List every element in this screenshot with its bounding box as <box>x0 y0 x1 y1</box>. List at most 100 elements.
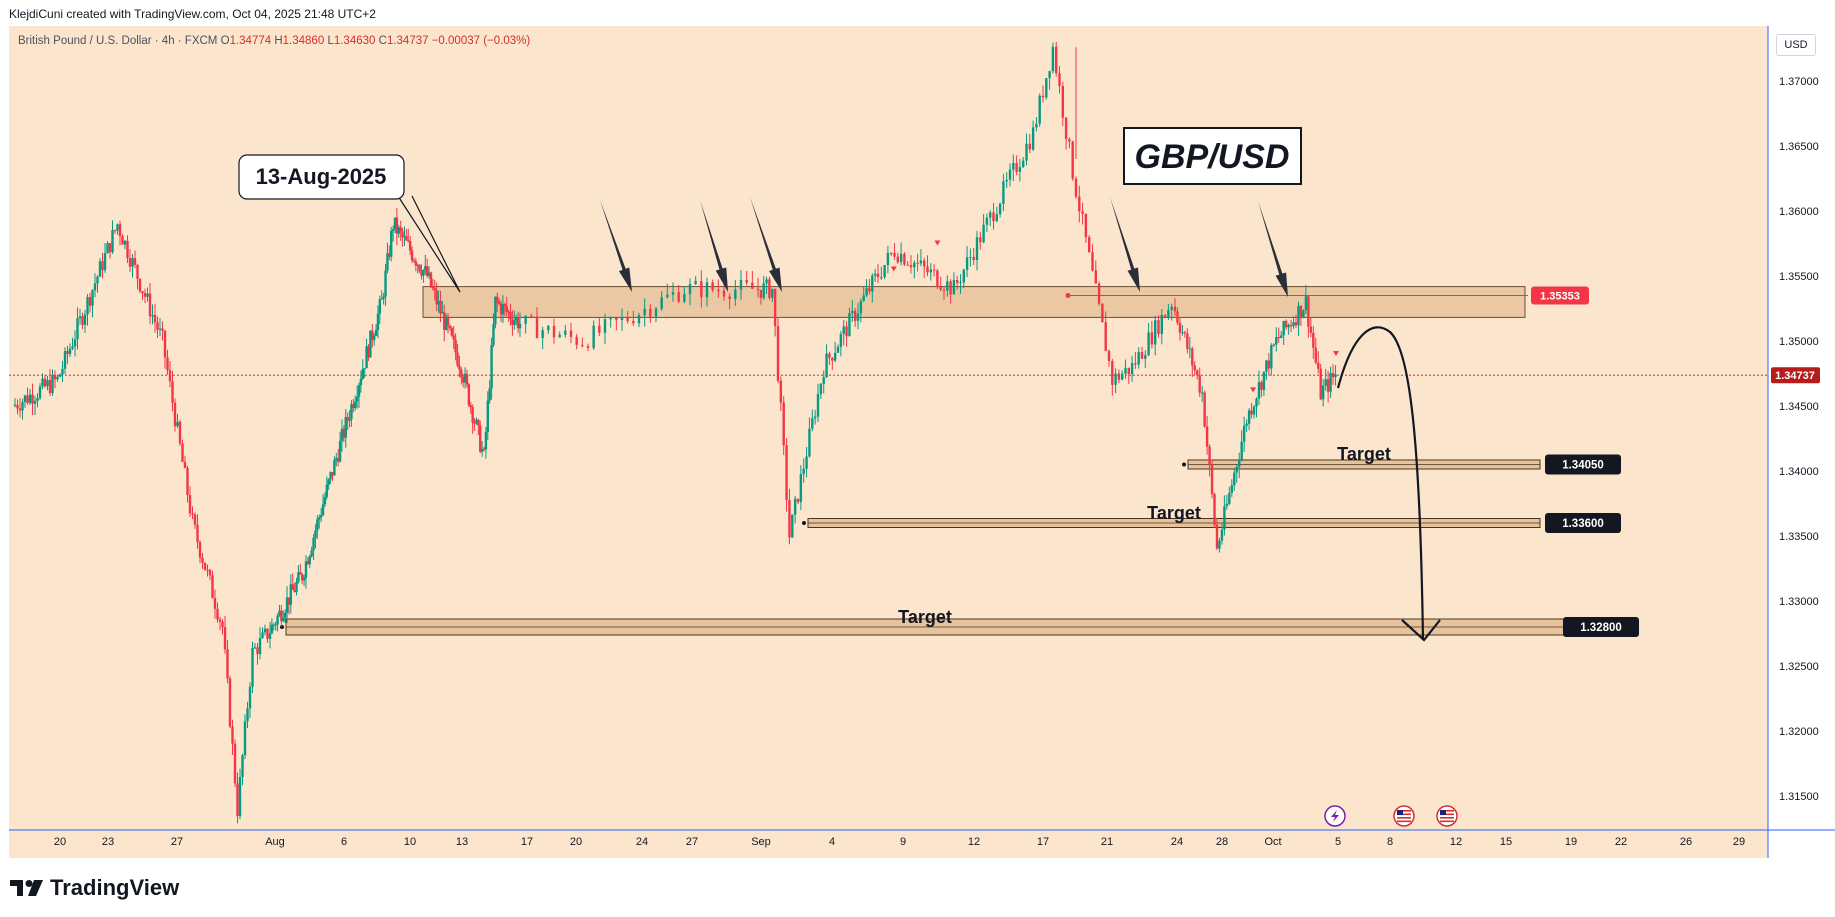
lightning-icon[interactable] <box>1324 805 1346 827</box>
candle-body <box>38 386 42 399</box>
candle-body <box>258 637 262 654</box>
candle-body <box>805 456 808 469</box>
candle-body <box>454 339 457 353</box>
candle-body <box>1250 410 1253 415</box>
candle-body <box>357 385 361 397</box>
candle-body <box>839 334 843 347</box>
candle-body <box>926 266 929 273</box>
candle-body <box>1071 141 1074 179</box>
candle-body <box>193 514 197 525</box>
candle-body <box>1147 332 1150 356</box>
us-flag-icon[interactable] <box>1436 805 1458 827</box>
title-box[interactable]: GBP/USD <box>1123 127 1302 185</box>
candle-body <box>361 369 365 379</box>
tradingview-logo-text: TradingView <box>50 875 180 900</box>
candle-body <box>1084 213 1088 238</box>
candle-body <box>376 313 380 330</box>
lightning-icon-glyph <box>1331 810 1339 822</box>
candle-body <box>446 316 450 326</box>
candle-body <box>108 243 112 253</box>
us-flag-icon[interactable] <box>1393 805 1415 827</box>
candle-body <box>300 574 304 581</box>
tradingview-logo[interactable]: TradingView <box>10 875 179 901</box>
candle-body <box>488 388 491 401</box>
candle-body <box>923 260 926 267</box>
candle-body <box>503 304 507 307</box>
candle-body <box>998 203 1002 215</box>
candle-body <box>959 282 962 284</box>
target-zone-2-dot <box>802 521 806 525</box>
candle-body <box>1324 379 1327 386</box>
candle-body <box>965 257 969 270</box>
candle-body <box>492 324 495 346</box>
candle-body <box>393 217 397 230</box>
candle-body <box>344 417 347 438</box>
candle-body <box>425 266 429 276</box>
candle-body <box>717 289 720 291</box>
x-tick-label: 6 <box>341 836 347 848</box>
candle-body <box>793 498 797 515</box>
candle-body <box>507 311 510 313</box>
resistance-zone[interactable] <box>422 286 1526 318</box>
candle-body <box>745 279 748 283</box>
resistance-price-label: 1.35353 <box>1540 291 1580 303</box>
candle-body <box>1304 296 1308 311</box>
time-axis-panel[interactable] <box>9 830 1768 858</box>
candle-body <box>739 279 743 290</box>
candle-body <box>196 524 199 543</box>
resistance-arrow <box>750 197 782 292</box>
candle-body <box>1064 117 1068 140</box>
x-tick-label: 29 <box>1733 836 1745 848</box>
candle-body <box>992 212 995 222</box>
candle-body <box>929 269 932 273</box>
candle-body <box>241 755 244 777</box>
y-tick-label: 1.32500 <box>1779 661 1819 673</box>
candle-body <box>1035 123 1038 128</box>
candle-body <box>1015 162 1018 172</box>
resistance-arrow <box>600 200 632 292</box>
candle-body <box>1012 162 1015 170</box>
price-axis-panel[interactable] <box>1768 26 1835 858</box>
candle-body <box>161 328 164 331</box>
candle-body <box>859 300 863 314</box>
x-tick-label: Aug <box>265 836 285 848</box>
symbol-legend: British Pound / U.S. Dollar · 4h · FXCM … <box>18 35 530 47</box>
candle-body <box>1198 375 1201 393</box>
candle-body <box>118 224 122 237</box>
candle-body <box>575 336 578 345</box>
candle-body <box>1314 347 1317 363</box>
candle-body <box>1218 540 1221 549</box>
target-price-label: 1.32800 <box>1580 622 1622 634</box>
candle-body <box>1081 211 1084 214</box>
candle-body <box>1247 410 1251 424</box>
candle-body <box>293 589 296 592</box>
candle-body <box>1292 322 1295 327</box>
candle-body <box>183 461 187 468</box>
candle-body <box>153 315 157 323</box>
date-callout[interactable]: 13-Aug-2025 <box>238 154 461 293</box>
candle-body <box>1137 352 1140 365</box>
candle-body <box>1173 306 1177 312</box>
candle-body <box>822 377 825 384</box>
candle-body <box>1114 373 1117 385</box>
candle-body <box>1041 95 1045 98</box>
candle-body <box>919 260 923 264</box>
candle-body <box>263 628 267 633</box>
candle-body <box>163 330 167 358</box>
target-price-label: 1.34050 <box>1562 460 1604 472</box>
candle-body <box>811 418 814 429</box>
y-tick-label: 1.33500 <box>1779 531 1819 543</box>
candle-body <box>873 273 877 276</box>
candle-body <box>1038 95 1041 124</box>
candle-body <box>151 315 154 317</box>
candle-body <box>484 431 488 450</box>
change-value: −0.00037 (−0.03%) <box>431 35 531 47</box>
candle-body <box>329 472 332 480</box>
candle-body <box>198 542 202 558</box>
currency-button[interactable]: USD <box>1776 34 1816 56</box>
plot-area[interactable] <box>9 26 1768 830</box>
candle-body <box>1312 332 1315 348</box>
candle-body <box>13 404 17 406</box>
